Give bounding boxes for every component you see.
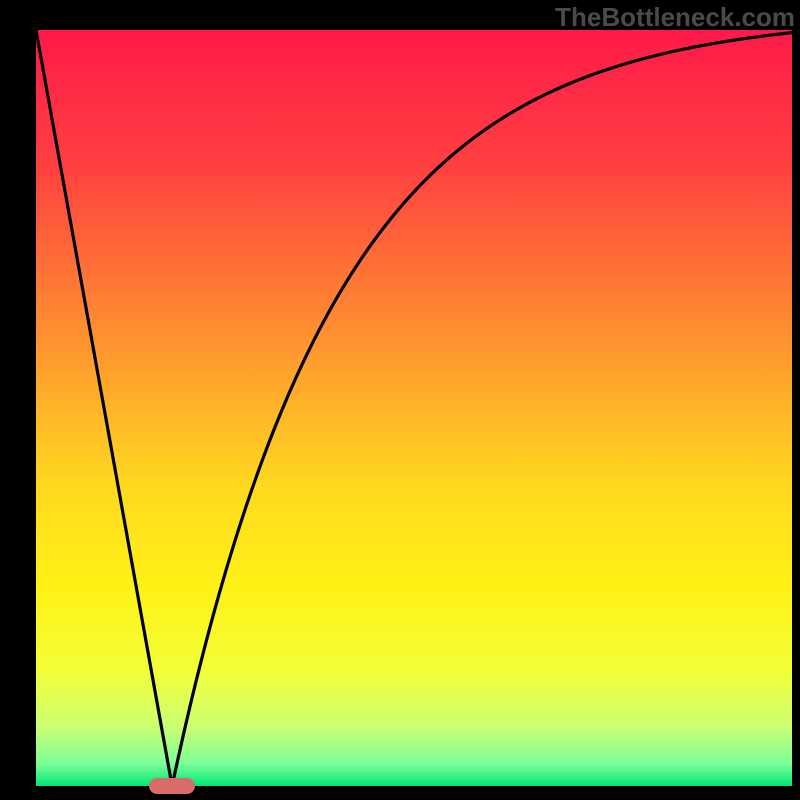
plot-background bbox=[36, 30, 792, 786]
chart-container: TheBottleneck.com bbox=[0, 0, 800, 800]
watermark-text: TheBottleneck.com bbox=[555, 2, 795, 33]
optimum-marker bbox=[149, 778, 195, 794]
